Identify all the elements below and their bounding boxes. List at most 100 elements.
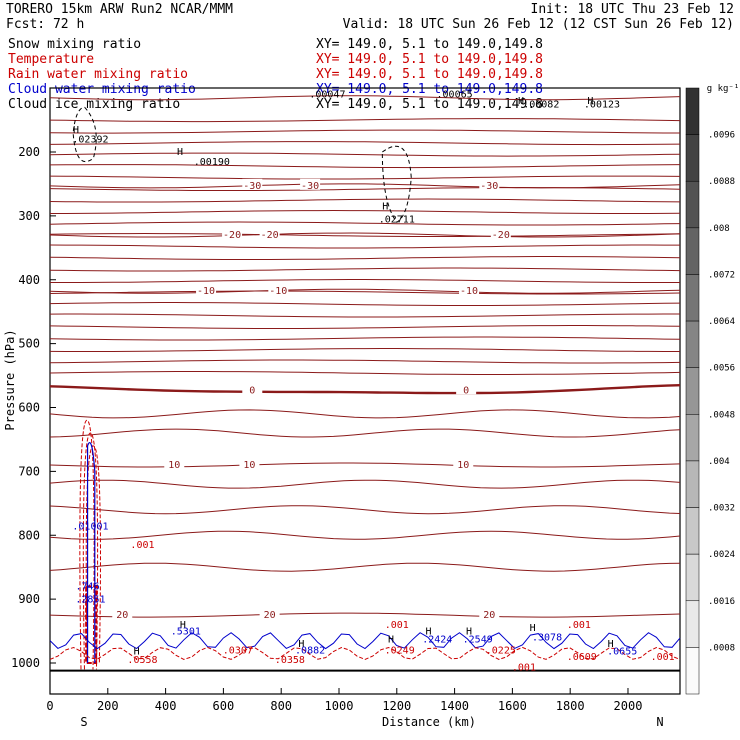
high-marker: H <box>530 623 536 634</box>
x-tick-label: 1200 <box>382 699 411 713</box>
rain-contour <box>85 445 101 664</box>
colorbar-units: g kg⁻¹ <box>707 84 740 94</box>
colorbar-label: .0032 <box>708 504 735 514</box>
value-label: .00047 <box>309 90 345 101</box>
isotherm-line <box>49 348 680 352</box>
y-tick-label: 900 <box>18 592 40 606</box>
contour-label: 10 <box>243 460 255 471</box>
y-tick-label: 700 <box>18 464 40 478</box>
legend-entry-range: XY= 149.0, 5.1 to 149.0,149.8 <box>316 37 543 52</box>
valid-time: Valid: 18 UTC Sun 26 Feb 12 (12 CST Sun … <box>343 17 734 32</box>
x-tick-label: 200 <box>97 699 119 713</box>
plot-frame <box>49 87 681 695</box>
temperature-contour--30 <box>49 183 681 189</box>
isotherm-line <box>49 359 681 364</box>
colorbar-label: .008 <box>708 224 730 234</box>
chart-annotations: H H H H H H H H H H H H H .00047 .00065 .00082 .00123 .02… <box>72 90 674 674</box>
contour-label: 0 <box>463 385 469 396</box>
hydrometeor-contours <box>49 106 681 672</box>
colorbar-swatch <box>685 600 700 648</box>
isotherm-line <box>49 164 681 169</box>
contour-label-bg <box>196 284 217 296</box>
contour-label: -30 <box>480 181 498 192</box>
y-tick-label: 400 <box>18 273 40 287</box>
y-tick-label: 1000 <box>11 656 40 670</box>
x-tick-label: 1000 <box>325 699 354 713</box>
high-marker: H <box>426 626 432 637</box>
contour-label: 10 <box>457 460 469 471</box>
colorbar-label: .0064 <box>708 317 735 327</box>
isotherm-line <box>49 141 681 146</box>
y-tick-label: 500 <box>18 337 40 351</box>
isotherm-line <box>49 267 681 272</box>
high-marker: H <box>608 639 614 650</box>
colorbar-label: .0056 <box>708 364 735 374</box>
temperature-contour-20 <box>49 612 681 618</box>
isotherm-line <box>49 371 681 375</box>
value-label: .001 <box>512 663 536 674</box>
temperature-contour--20 <box>49 232 681 238</box>
isotherm-line <box>49 562 681 572</box>
x-tick-label: 0 <box>46 699 53 713</box>
colorbar-swatch <box>685 367 700 415</box>
contour-label-bg <box>259 228 280 240</box>
colorbar-swatch <box>685 274 700 322</box>
high-marker: H <box>177 147 183 158</box>
value-label: .001 <box>130 540 154 551</box>
y-tick-label: 600 <box>18 401 40 415</box>
colorbar-label: .0024 <box>708 550 735 560</box>
contour-label: 10 <box>168 460 180 471</box>
temperature-contour-10 <box>49 462 681 468</box>
contour-label-bg <box>459 284 480 296</box>
isotherm-line <box>49 152 681 157</box>
axes: 0 200 400 600 800 1000 1200 1400 1600 1800 2000200… <box>11 145 642 713</box>
contour-label-bg <box>164 457 185 469</box>
field-legend: Snow mixing ratio XY= 149.0, 5.1 to 149.0… <box>8 37 543 112</box>
contour-label-bg <box>479 178 500 190</box>
colorbar-swatch <box>685 87 700 135</box>
isotherm-line <box>50 279 680 283</box>
contour-label-bg <box>222 228 243 240</box>
rain-layer <box>49 646 681 660</box>
colorbar-swatch <box>685 320 700 368</box>
high-marker: H <box>382 201 388 212</box>
rain-contour <box>79 419 95 670</box>
snow-contour <box>381 145 412 223</box>
isotherm-line <box>50 209 681 214</box>
contour-label-bg <box>453 457 474 469</box>
value-label: .0249 <box>385 645 415 656</box>
isotherm-line <box>49 129 680 134</box>
contour-label: -10 <box>197 286 215 297</box>
colorbar-label: .0088 <box>708 177 735 187</box>
ice-contour <box>72 106 97 163</box>
y-axis-label: Pressure (hPa) <box>3 329 17 430</box>
colorbar-label: .0096 <box>708 131 735 141</box>
isotherm-line <box>49 244 680 249</box>
isotherm-line <box>49 221 681 226</box>
contour-label: 20 <box>264 610 276 621</box>
cloud-water-column <box>86 442 96 663</box>
colorbar-swatch <box>685 414 700 462</box>
contour-label-bg <box>239 457 260 469</box>
temperature-contour--40 <box>49 95 681 101</box>
x-tick-label: 400 <box>155 699 177 713</box>
high-marker: H <box>180 620 186 631</box>
isotherm-line <box>49 409 681 419</box>
isotherm-line <box>49 302 681 306</box>
right-endpoint-label: N <box>656 715 663 729</box>
value-label: .02392 <box>72 134 108 145</box>
contour-label-bg <box>242 178 263 190</box>
x-tick-label: 800 <box>270 699 292 713</box>
colorbar-swatch <box>685 460 700 508</box>
value-label: .0558 <box>127 655 157 666</box>
x-tick-label: 600 <box>213 699 235 713</box>
value-label: .00190 <box>194 157 230 168</box>
value-label: .001 <box>567 620 591 631</box>
colorbar-swatch <box>685 227 700 275</box>
high-marker: H <box>73 125 79 136</box>
model-title: TORERO 15km ARW Run2 NCAR/MMM <box>6 2 233 17</box>
legend-entry-range: XY= 149.0, 5.1 to 149.0,149.8 <box>316 52 543 67</box>
colorbar-label: .0016 <box>708 597 735 607</box>
x-tick-label: 1400 <box>440 699 469 713</box>
contour-label: -20 <box>223 230 241 241</box>
